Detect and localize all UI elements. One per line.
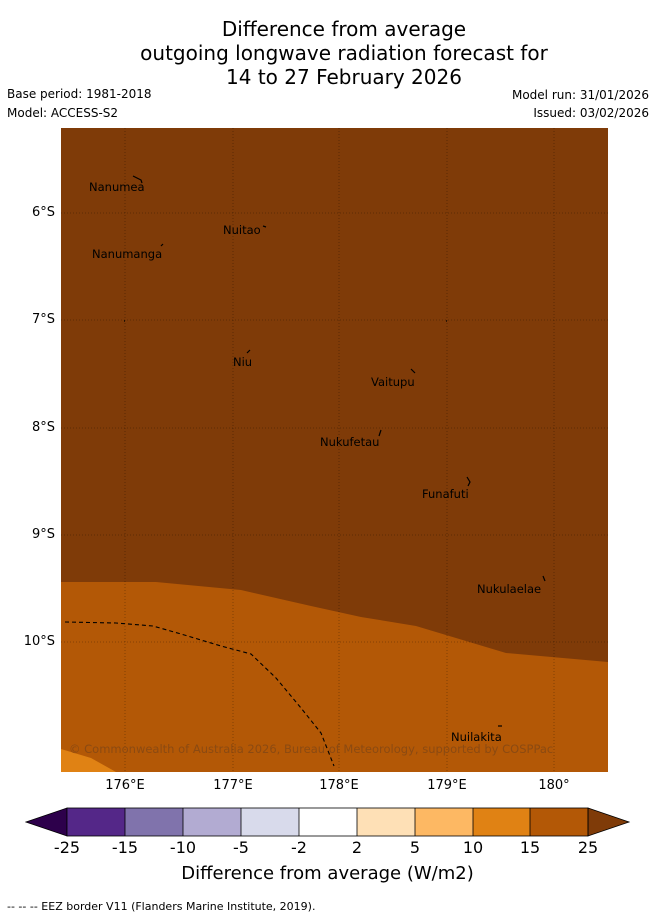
place-label-nukulaelae: Nukulaelae xyxy=(477,582,541,596)
eez-footnote: -- -- -- EEZ border V11 (Flanders Marine… xyxy=(7,900,316,913)
anomaly-band-5-10 xyxy=(61,749,116,772)
colorbar-swatch xyxy=(183,808,241,836)
grid-lines xyxy=(61,128,608,772)
title-line-1: Difference from average xyxy=(221,17,467,41)
colorbar-swatch xyxy=(415,808,473,836)
map-panel: Nanumea Nuitao Nanumanga Niu Vaitupu Nuk… xyxy=(61,128,608,772)
colorbar-swatch xyxy=(241,808,299,836)
map-title: Difference from average outgoing longwav… xyxy=(0,17,655,89)
place-label-nukufetau: Nukufetau xyxy=(320,435,379,449)
lon-label-177e: 177°E xyxy=(213,778,253,793)
colorbar-swatch xyxy=(125,808,183,836)
model-run: Model run: 31/01/2026 xyxy=(511,88,649,102)
issued-date: Issued: 03/02/2026 xyxy=(533,106,649,120)
base-period: Base period: 1981-2018 xyxy=(7,87,152,101)
island-nanumanga-icon xyxy=(160,243,164,247)
place-label-nuitao: Nuitao xyxy=(223,223,261,237)
place-label-funafuti: Funafuti xyxy=(422,487,469,501)
title-line-2: outgoing longwave radiation forecast for xyxy=(140,41,548,65)
lon-label-176e: 176°E xyxy=(105,778,145,793)
colorbar-tick: -2 xyxy=(291,838,307,857)
colorbar-tick: 5 xyxy=(409,838,421,857)
lon-label-178e: 178°E xyxy=(319,778,359,793)
place-label-nuilakita: Nuilakita xyxy=(451,730,502,744)
island-nuitao-icon xyxy=(262,225,267,228)
island-nukufetau-icon xyxy=(378,429,382,437)
place-label-niu: Niu xyxy=(233,355,252,369)
colorbar-swatch xyxy=(67,808,125,836)
copyright-notice: © Commonwealth of Australia 2026, Bureau… xyxy=(69,742,553,756)
colorbar-tick: 25 xyxy=(577,838,599,857)
lat-label-7s: 7°S xyxy=(31,312,55,327)
lat-label-10s: 10°S xyxy=(23,634,55,649)
colorbar xyxy=(24,806,631,838)
colorbar-tick: -5 xyxy=(233,838,249,857)
place-label-vaitupu: Vaitupu xyxy=(371,375,415,389)
colorbar-swatch xyxy=(357,808,415,836)
island-niu-icon xyxy=(246,349,251,354)
colorbar-tick: 15 xyxy=(519,838,541,857)
title-line-3: 14 to 27 February 2026 xyxy=(226,65,462,89)
colorbar-swatch xyxy=(473,808,530,836)
colorbar-tick: -15 xyxy=(111,838,139,857)
colorbar-extend-low xyxy=(24,807,68,837)
lat-label-9s: 9°S xyxy=(31,527,55,542)
colorbar-extend-high xyxy=(587,807,631,837)
colorbar-tick: -25 xyxy=(53,838,81,857)
island-funafuti-icon xyxy=(466,476,471,487)
map-svg: Nanumea Nuitao Nanumanga Niu Vaitupu Nuk… xyxy=(61,128,608,772)
place-label-nanumanga: Nanumanga xyxy=(92,247,162,261)
colorbar-tick: 2 xyxy=(351,838,363,857)
island-nukulaelae-icon xyxy=(542,575,546,582)
island-marks xyxy=(124,175,546,727)
anomaly-band-10-15 xyxy=(61,582,608,772)
lon-label-179e: 179°E xyxy=(427,778,467,793)
lon-label-180: 180° xyxy=(538,778,570,793)
lat-label-8s: 8°S xyxy=(31,420,55,435)
island-nanumea-icon xyxy=(132,175,143,184)
colorbar-tick: 10 xyxy=(462,838,484,857)
lat-label-6s: 6°S xyxy=(31,205,55,220)
model-name: Model: ACCESS-S2 xyxy=(7,106,119,120)
colorbar-svg xyxy=(24,807,631,837)
colorbar-swatch xyxy=(530,808,588,836)
island-vaitupu-icon xyxy=(410,368,416,374)
colorbar-title: Difference from average (W/m2) xyxy=(181,863,474,884)
colorbar-tick: -10 xyxy=(169,838,197,857)
colorbar-swatch xyxy=(299,808,357,836)
place-label-nanumea: Nanumea xyxy=(89,180,145,194)
